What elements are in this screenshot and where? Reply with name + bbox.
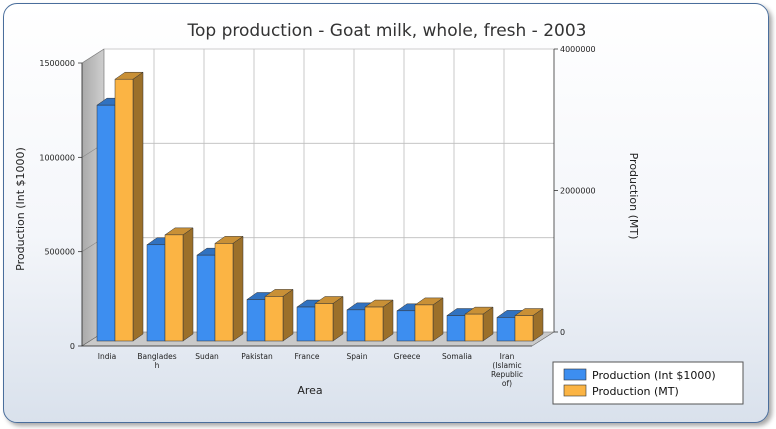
legend-label-series-1: Production (Int $1000): [592, 369, 716, 382]
bar: [164, 234, 184, 342]
x-tick-label: India: [98, 352, 116, 361]
y-tick-label-right: 0: [560, 328, 565, 337]
plot-area: 0 500000 1000000 1500000 0 2000000 4000000 Indi…: [39, 45, 595, 388]
y-tick-label-right: 4000000: [560, 45, 596, 54]
bar: [246, 299, 266, 342]
x-tick-label: Spain: [347, 352, 368, 361]
y-tick-label-left: 500000: [44, 248, 75, 257]
bar-side: [182, 227, 194, 342]
y-tick-label-left: 0: [70, 342, 75, 351]
x-tick-label: Pakistan: [241, 352, 273, 361]
legend: Production (Int $1000) Production (MT): [552, 361, 744, 405]
bar: [346, 309, 366, 342]
bar-side: [332, 296, 344, 342]
bar: [96, 104, 116, 342]
bar-side: [282, 288, 294, 342]
bar: [496, 317, 516, 342]
bar-side: [432, 297, 444, 342]
y-axis-label-right: Production (MT): [627, 153, 640, 240]
x-tick-label: Iran (Islamic Republic of): [491, 352, 523, 388]
bar: [514, 315, 534, 342]
y-tick-label-left: 1000000: [39, 153, 75, 162]
bar: [146, 244, 166, 342]
chart-frame: Top production - Goat milk, whole, fresh…: [3, 3, 769, 423]
x-axis-label: Area: [297, 384, 322, 397]
bar-side: [132, 71, 144, 342]
bar: [264, 296, 284, 342]
bar: [314, 303, 334, 342]
x-tick-label: Banglades h: [137, 352, 176, 370]
x-tick-label: France: [295, 352, 320, 361]
y-axis-label-left: Production (Int $1000): [14, 147, 27, 271]
legend-label-series-2: Production (MT): [592, 385, 679, 398]
bar: [396, 310, 416, 342]
chart-svg: Top production - Goat milk, whole, fresh…: [14, 21, 744, 405]
y-tick-label-right: 2000000: [560, 187, 596, 196]
legend-swatch-series-2: [563, 384, 587, 397]
bar: [364, 306, 384, 342]
x-tick-label: Somalia: [442, 352, 472, 361]
x-tick-label: Greece: [394, 352, 421, 361]
bar: [214, 243, 234, 342]
bar: [464, 313, 484, 342]
bar: [414, 304, 434, 342]
gridline: [81, 48, 105, 64]
bar: [114, 78, 134, 342]
legend-swatch-series-1: [563, 368, 587, 381]
bar: [196, 254, 216, 342]
bar: [296, 306, 316, 342]
bar-side: [232, 235, 244, 342]
chart-title: Top production - Goat milk, whole, fresh…: [186, 21, 586, 41]
y-tick-label-left: 1500000: [39, 59, 75, 68]
bar: [446, 315, 466, 342]
x-tick-label: Sudan: [195, 352, 219, 361]
